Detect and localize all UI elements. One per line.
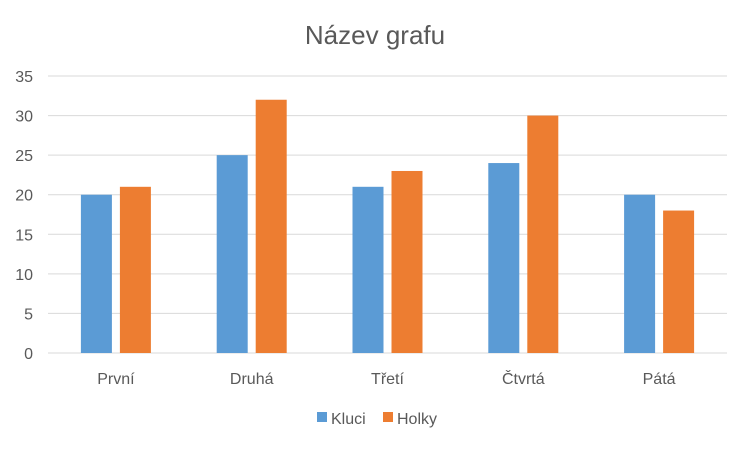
bar-holky-2 [255,99,287,353]
chart-title: Název grafu [305,20,445,50]
bar-holky-5 [663,210,695,353]
bar-kluci-4 [488,163,520,353]
bar-kluci-3 [352,186,384,353]
gridlines [48,75,727,354]
x-category-label: Pátá [643,371,676,388]
y-tick-label: 10 [15,267,33,284]
legend-swatch-holky [383,412,393,422]
x-axis-category-labels: První Druhá Třetí Čtvrtá Pátá [97,369,675,388]
legend-label-holky: Holky [397,411,437,428]
bar-kluci-5 [624,194,656,353]
bar-holky-1 [119,186,151,353]
y-tick-label: 20 [15,188,33,205]
bar-holky-3 [391,170,423,353]
bar-kluci-2 [216,155,248,353]
y-axis-tick-labels: 0 5 10 15 20 25 30 35 [15,69,33,363]
bar-kluci-1 [80,194,112,353]
y-tick-label: 25 [15,148,33,165]
y-tick-label: 15 [15,227,33,244]
x-category-label: První [97,371,135,388]
bars [80,99,695,353]
legend-swatch-kluci [317,412,327,422]
bar-holky-4 [527,115,559,353]
y-tick-label: 35 [15,69,33,86]
x-category-label: Druhá [230,371,274,388]
y-tick-label: 30 [15,109,33,126]
legend-label-kluci: Kluci [331,411,366,428]
y-tick-label: 0 [24,346,33,363]
x-category-label: Čtvrtá [502,369,545,388]
y-tick-label: 5 [24,306,33,323]
x-category-label: Třetí [371,371,404,388]
legend: Kluci Holky [317,411,437,428]
